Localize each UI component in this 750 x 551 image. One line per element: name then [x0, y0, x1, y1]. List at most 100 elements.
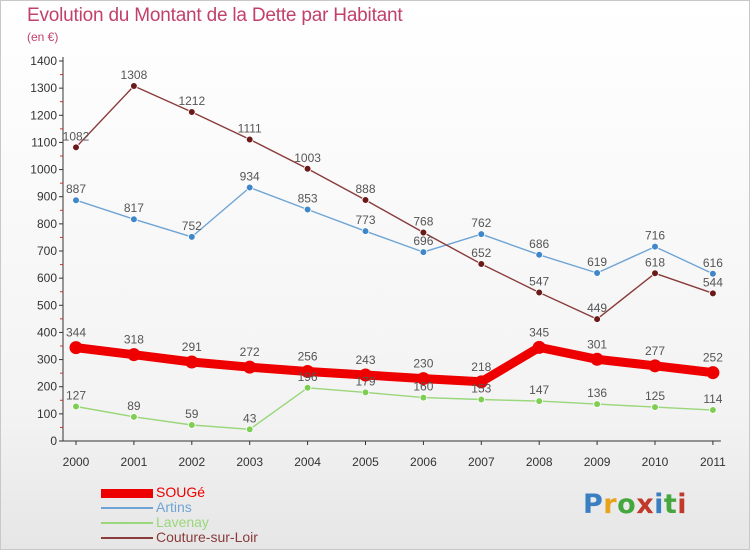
data-label: 252 — [703, 351, 723, 365]
data-point — [477, 260, 486, 268]
x-tick-label: 2003 — [236, 455, 263, 469]
legend-label: Lavenay — [156, 514, 209, 530]
data-point — [245, 425, 254, 434]
legend-swatch — [101, 537, 153, 539]
data-point — [706, 366, 720, 380]
data-point — [361, 196, 370, 204]
data-point — [361, 388, 370, 397]
data-point — [185, 355, 199, 369]
data-label: 1082 — [63, 129, 90, 143]
x-tick-label: 2010 — [642, 455, 669, 469]
data-label: 272 — [240, 345, 260, 359]
data-point — [648, 359, 662, 373]
y-tick-label: 700 — [37, 244, 57, 258]
data-label: 773 — [355, 213, 375, 227]
data-label: 179 — [355, 374, 375, 388]
data-point — [127, 348, 141, 362]
data-label: 89 — [127, 399, 141, 413]
axes: 0 100 200 300 400 500 600 700 800 900 1000 1100 1200… — [30, 54, 726, 469]
data-point — [188, 421, 196, 429]
x-tick-label: 2006 — [410, 455, 437, 469]
data-label: 277 — [645, 344, 665, 358]
logo-letter: x — [636, 489, 655, 520]
logo-letter: o — [617, 489, 637, 520]
y-tick-label: 800 — [37, 217, 57, 231]
data-label: 1212 — [178, 94, 205, 108]
data-label: 243 — [355, 353, 375, 367]
x-tick-label: 2005 — [352, 455, 379, 469]
data-label: 318 — [124, 333, 144, 347]
data-point — [709, 269, 717, 278]
data-label: 616 — [703, 256, 723, 270]
data-point — [361, 227, 370, 235]
data-point — [709, 289, 717, 298]
y-tick-label: 1200 — [30, 108, 57, 122]
legend-swatch — [101, 507, 153, 509]
data-label: 547 — [529, 275, 549, 289]
data-point — [419, 228, 428, 237]
data-point — [130, 413, 138, 421]
data-point — [593, 315, 601, 323]
data-point — [477, 395, 486, 404]
data-label: 752 — [182, 219, 202, 233]
data-point — [72, 143, 80, 152]
chart-subtitle: (en €) — [27, 30, 59, 44]
data-label: 544 — [703, 275, 723, 289]
data-labels: 344 318 291 272 256 243 230 218 345 301 277 252 887 8… — [63, 68, 724, 425]
data-point — [532, 340, 546, 354]
data-point — [709, 406, 717, 414]
data-label: 153 — [471, 381, 491, 395]
data-label: 1111 — [238, 121, 262, 135]
data-label: 59 — [185, 407, 199, 421]
y-tick-label: 100 — [37, 407, 57, 421]
data-label: 114 — [703, 392, 722, 406]
data-label: 218 — [471, 360, 491, 374]
data-point — [419, 248, 428, 256]
data-point — [651, 242, 659, 251]
data-label: 853 — [298, 191, 318, 205]
data-point — [245, 183, 254, 192]
data-label: 686 — [529, 237, 549, 251]
data-label: 619 — [587, 255, 607, 269]
data-point — [535, 397, 543, 405]
y-tick-label: 1000 — [30, 163, 57, 177]
data-point — [130, 215, 138, 224]
x-tick-label: 2004 — [294, 455, 321, 469]
series-line-soug — [71, 342, 718, 387]
logo-letter: t — [663, 489, 678, 520]
data-point — [301, 365, 315, 379]
series-line-lavenay — [75, 387, 714, 430]
y-tick-label: 300 — [37, 353, 57, 367]
chart-title: Evolution du Montant de la Dette par Hab… — [27, 5, 403, 26]
y-tick-label: 600 — [37, 271, 57, 285]
logo-letter: r — [603, 489, 618, 520]
data-label: 230 — [413, 357, 433, 371]
x-tick-label: 2007 — [468, 455, 495, 469]
data-point — [590, 352, 604, 366]
data-label: 817 — [124, 201, 144, 215]
data-label: 125 — [645, 389, 665, 403]
data-point — [303, 164, 312, 173]
data-label: 196 — [298, 370, 318, 384]
data-label: 888 — [355, 182, 375, 196]
data-label: 716 — [645, 229, 665, 243]
logo-letter: P — [583, 489, 604, 520]
y-tick-label: 1300 — [30, 81, 57, 95]
x-tick-label: 2008 — [526, 455, 553, 469]
series-couture-sur-loir — [72, 82, 717, 323]
y-tick-label: 0 — [50, 434, 57, 448]
data-point — [593, 400, 601, 408]
data-point — [474, 375, 488, 389]
x-tick-label: 2011 — [700, 455, 726, 469]
data-point — [359, 368, 372, 382]
data-label: 768 — [413, 215, 433, 229]
series-line-couture-sur-loir — [75, 85, 714, 320]
data-label: 652 — [471, 246, 491, 260]
series-line-artins — [75, 186, 714, 275]
data-point — [416, 372, 430, 386]
data-label: 449 — [587, 301, 607, 315]
data-label: 291 — [182, 340, 202, 354]
legend-label: Artins — [156, 499, 192, 515]
data-label: 127 — [66, 389, 86, 403]
data-point — [535, 251, 543, 259]
